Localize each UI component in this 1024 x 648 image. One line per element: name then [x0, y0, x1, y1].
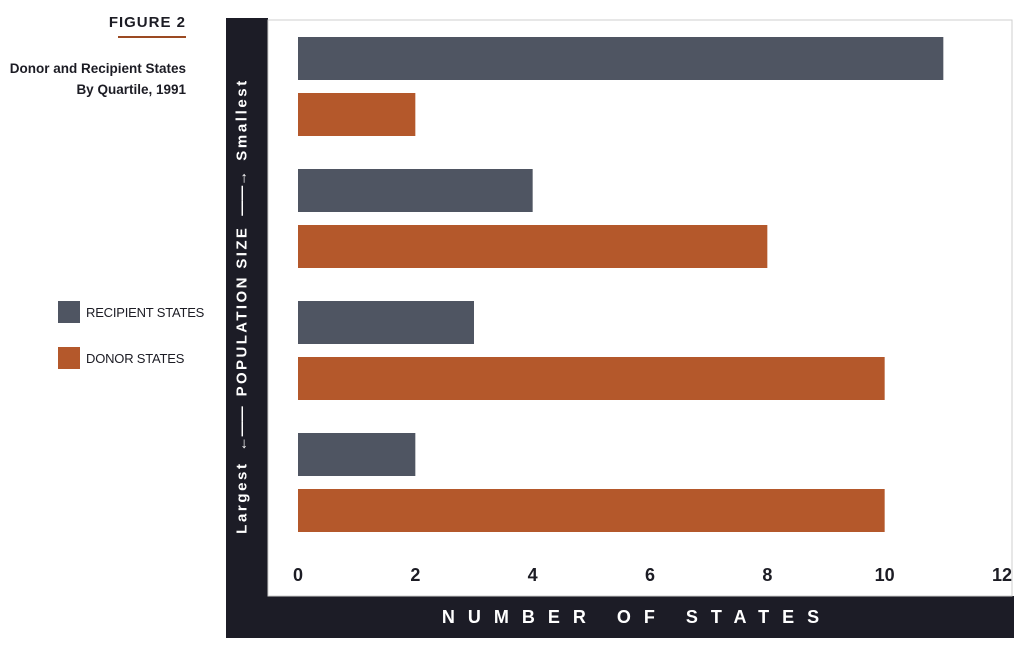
figure-title: Donor and Recipient States By Quartile, …	[0, 58, 186, 100]
x-tick-label-6: 6	[645, 565, 655, 585]
legend-label-donor: DONOR STATES	[86, 350, 185, 366]
x-tick-label-12: 12	[992, 565, 1012, 585]
figure-label: FIGURE 2	[108, 14, 186, 31]
figure-title-line-1: Donor and Recipient States	[9, 61, 186, 76]
legend-item-donor: DONOR STATES	[58, 346, 204, 370]
x-tick-label-2: 2	[410, 565, 420, 585]
legend-label-recipient: RECIPIENT STATES	[86, 304, 205, 320]
legend-swatch-recipient	[58, 301, 80, 323]
y-axis-title: POPULATION SIZE	[233, 225, 251, 397]
y-axis-largest-label: Largest	[233, 461, 251, 534]
x-tick-label-4: 4	[528, 565, 538, 585]
bar-donor-3	[298, 357, 885, 400]
y-axis-arrow-right: ——→	[233, 170, 251, 216]
y-axis-smallest-label: Smallest	[233, 78, 251, 161]
bar-recipient-3	[298, 301, 474, 344]
y-axis-label: Largest ←—— POPULATION SIZE ——→ Smallest	[234, 78, 251, 534]
x-axis-band	[226, 596, 1014, 638]
legend: RECIPIENT STATES DONOR STATES	[58, 300, 204, 392]
bar-recipient-4	[298, 433, 416, 476]
bar-donor-2	[298, 225, 768, 268]
legend-item-recipient: RECIPIENT STATES	[58, 300, 204, 324]
x-axis-title: NUMBER OF STATES	[441, 606, 833, 627]
figure-title-line-2: By Quartile, 1991	[76, 82, 186, 97]
bar-donor-1	[298, 93, 416, 136]
plot-area	[267, 19, 1013, 597]
x-tick-label-0: 0	[293, 565, 303, 585]
y-axis-arrow-left: ←——	[233, 406, 251, 452]
x-tick-label-8: 8	[762, 565, 772, 585]
x-tick-label-10: 10	[875, 565, 895, 585]
legend-swatch-donor	[58, 347, 80, 369]
figure-label-rule	[118, 36, 186, 38]
y-axis-band	[226, 18, 268, 638]
bar-recipient-1	[298, 37, 944, 80]
bar-recipient-2	[298, 169, 533, 212]
bar-donor-4	[298, 489, 885, 532]
